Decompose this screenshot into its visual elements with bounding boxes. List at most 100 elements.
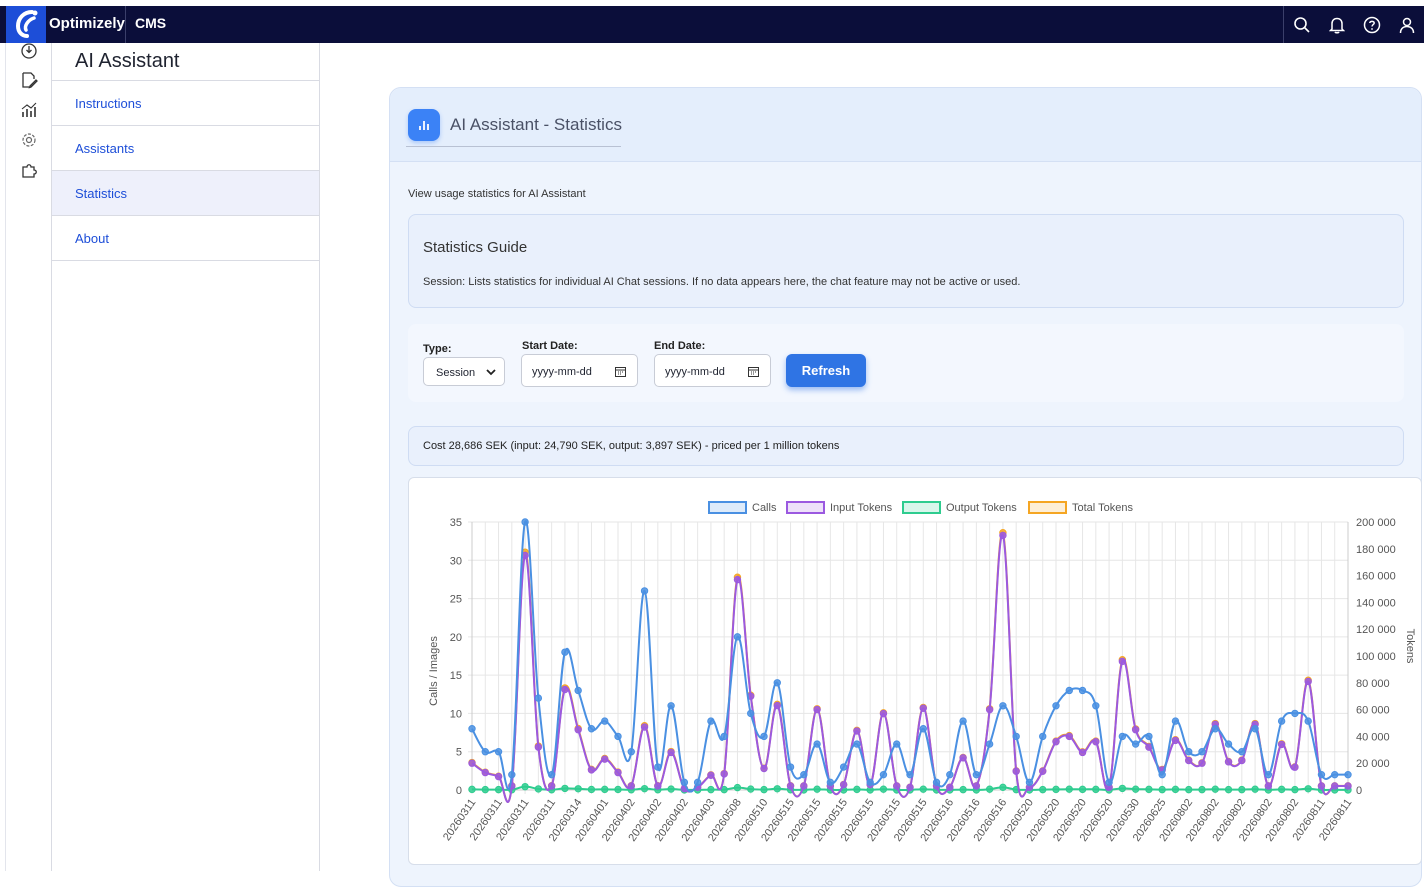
settings-icon[interactable] [20,131,38,149]
y-left-tick-label: 30 [450,555,462,567]
y-right-tick-label: 80 000 [1356,678,1390,690]
calls-point [1238,748,1246,756]
legend-label: Calls [752,502,777,514]
left-rail [5,43,52,871]
input-tokens-point [1145,743,1153,751]
calls-point [1105,778,1113,787]
output-tokens-point [760,785,768,794]
input-tokens-point [1078,748,1087,757]
addons-icon[interactable] [20,161,38,179]
input-tokens-point [1264,782,1273,790]
calendar-icon[interactable] [615,366,626,377]
input-tokens-point [946,783,954,792]
input-tokens-point [760,764,768,773]
y-right-tick-label: 140 000 [1356,597,1396,609]
start-date-input[interactable]: yyyy-mm-dd [521,354,638,387]
calls-point [813,740,821,748]
y-right-tick-label: 60 000 [1356,705,1390,717]
side-navigation: AI Assistant Instructions Assistants Sta… [52,43,320,871]
nav-item-assistants[interactable]: Assistants [52,126,319,171]
legend-swatch [1028,501,1067,514]
output-tokens-point [494,785,503,794]
input-tokens-point [853,727,861,735]
y-right-tick-label: 40 000 [1356,731,1390,743]
input-tokens-line [471,534,1348,803]
calls-point [747,709,755,718]
output-tokens-point [813,785,821,793]
calls-point [1185,748,1193,756]
calls-point [1039,732,1047,741]
y-left-tick-label: 25 [450,594,462,606]
help-icon[interactable] [1354,6,1389,43]
calls-point [919,725,927,733]
nav-item-about[interactable]: About [52,216,319,261]
input-tokens-point [534,743,543,751]
output-tokens-point [707,785,715,794]
y-left-tick-label: 20 [450,632,462,644]
output-tokens-point [879,785,888,793]
y-left-tick-label: 0 [456,785,462,797]
calls-point [547,770,556,779]
type-select[interactable]: Session [423,357,505,386]
output-tokens-point [667,785,675,793]
input-tokens-point [1344,782,1352,790]
dashboard-icon[interactable] [20,42,38,60]
output-tokens-point [587,785,596,794]
calls-point [587,725,596,733]
calls-point [1344,770,1352,779]
cost-summary: Cost 28,686 SEK (input: 24,790 SEK, outp… [408,426,1404,466]
input-tokens-point [786,782,795,790]
calls-point [760,732,768,741]
y-right-tick-label: 0 [1356,785,1362,797]
nav-item-statistics[interactable]: Statistics [52,171,319,216]
refresh-button[interactable]: Refresh [786,354,866,387]
start-date-label: Start Date: [522,340,578,352]
y-right-tick-label: 100 000 [1356,651,1396,663]
statistics-guide: Statistics Guide Session: Lists statisti… [408,214,1404,308]
input-tokens-point [614,768,622,777]
search-icon[interactable] [1284,6,1319,43]
reports-icon[interactable] [20,101,38,119]
calls-point [959,717,967,725]
end-date-label: End Date: [654,340,706,352]
optimizely-logo-icon[interactable] [6,6,46,43]
calls-point [1317,770,1326,779]
output-tokens-point [1211,785,1219,793]
edit-icon[interactable] [20,71,38,89]
nav-item-instructions[interactable]: Instructions [52,81,319,126]
product-name[interactable]: CMS [135,15,167,31]
brand-name[interactable]: Optimizely [49,15,125,32]
calls-point [667,702,675,710]
y-left-tick-label: 10 [450,708,462,720]
input-tokens-point [800,782,808,790]
calls-point [893,740,901,748]
end-date-input[interactable]: yyyy-mm-dd [654,354,771,387]
user-icon[interactable] [1389,6,1424,43]
output-tokens-point [1291,785,1299,794]
calls-point [1052,702,1060,710]
calls-point [707,717,715,725]
input-tokens-point [667,748,675,757]
calls-point [614,732,622,741]
input-tokens-point [561,685,569,694]
output-tokens-point [853,785,861,794]
type-select-value: Session [436,367,476,379]
calls-point [1291,709,1299,718]
input-tokens-point [1118,657,1127,666]
top-actions [1283,6,1424,43]
filter-bar: Type: Session Start Date: yyyy-mm-dd End… [408,324,1404,402]
input-tokens-point [985,705,994,714]
output-tokens-point [574,785,582,793]
calendar-icon[interactable] [748,366,759,377]
bell-icon[interactable] [1319,6,1354,43]
calls-point [946,770,954,779]
output-tokens-point [534,785,543,793]
y-right-tick-label: 180 000 [1356,544,1396,556]
input-tokens-point [627,782,635,790]
output-tokens-point [1065,785,1073,793]
output-tokens-point [1092,785,1100,794]
input-tokens-point [959,754,967,762]
input-tokens-point [587,766,596,774]
calls-point [654,763,662,771]
input-tokens-point [839,780,848,789]
